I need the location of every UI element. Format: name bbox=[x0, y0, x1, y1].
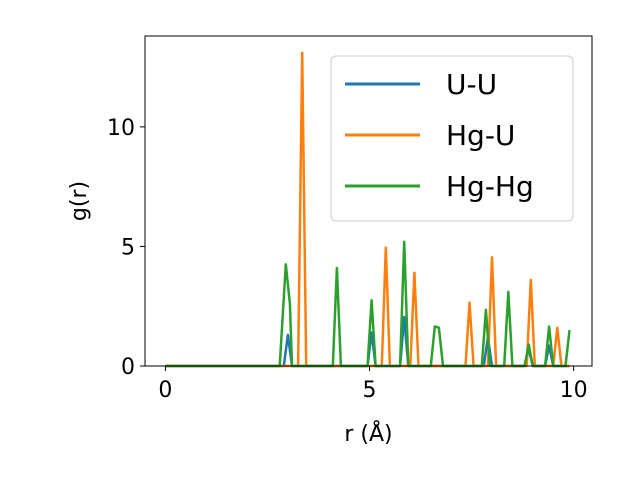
x-axis-title: r (Å) bbox=[344, 420, 392, 447]
legend-label-0: U-U bbox=[446, 68, 497, 101]
legend-label-1: Hg-U bbox=[446, 119, 515, 152]
y-axis-title: g(r) bbox=[67, 181, 92, 221]
y-tick-label: 10 bbox=[107, 116, 135, 141]
y-tick-label: 5 bbox=[121, 235, 135, 260]
legend-label-2: Hg-Hg bbox=[446, 170, 534, 203]
y-tick-label: 0 bbox=[121, 355, 135, 380]
legend: U-U Hg-U Hg-Hg bbox=[330, 55, 574, 222]
legend-box bbox=[330, 55, 574, 222]
plot-frame bbox=[144, 35, 593, 367]
ticks-layer: 0 5 10 0 5 10 bbox=[107, 116, 588, 403]
x-tick-label: 5 bbox=[363, 378, 377, 403]
x-tick-label: 0 bbox=[158, 378, 172, 403]
series-line-2 bbox=[165, 240, 571, 368]
x-tick-label: 10 bbox=[560, 378, 588, 403]
